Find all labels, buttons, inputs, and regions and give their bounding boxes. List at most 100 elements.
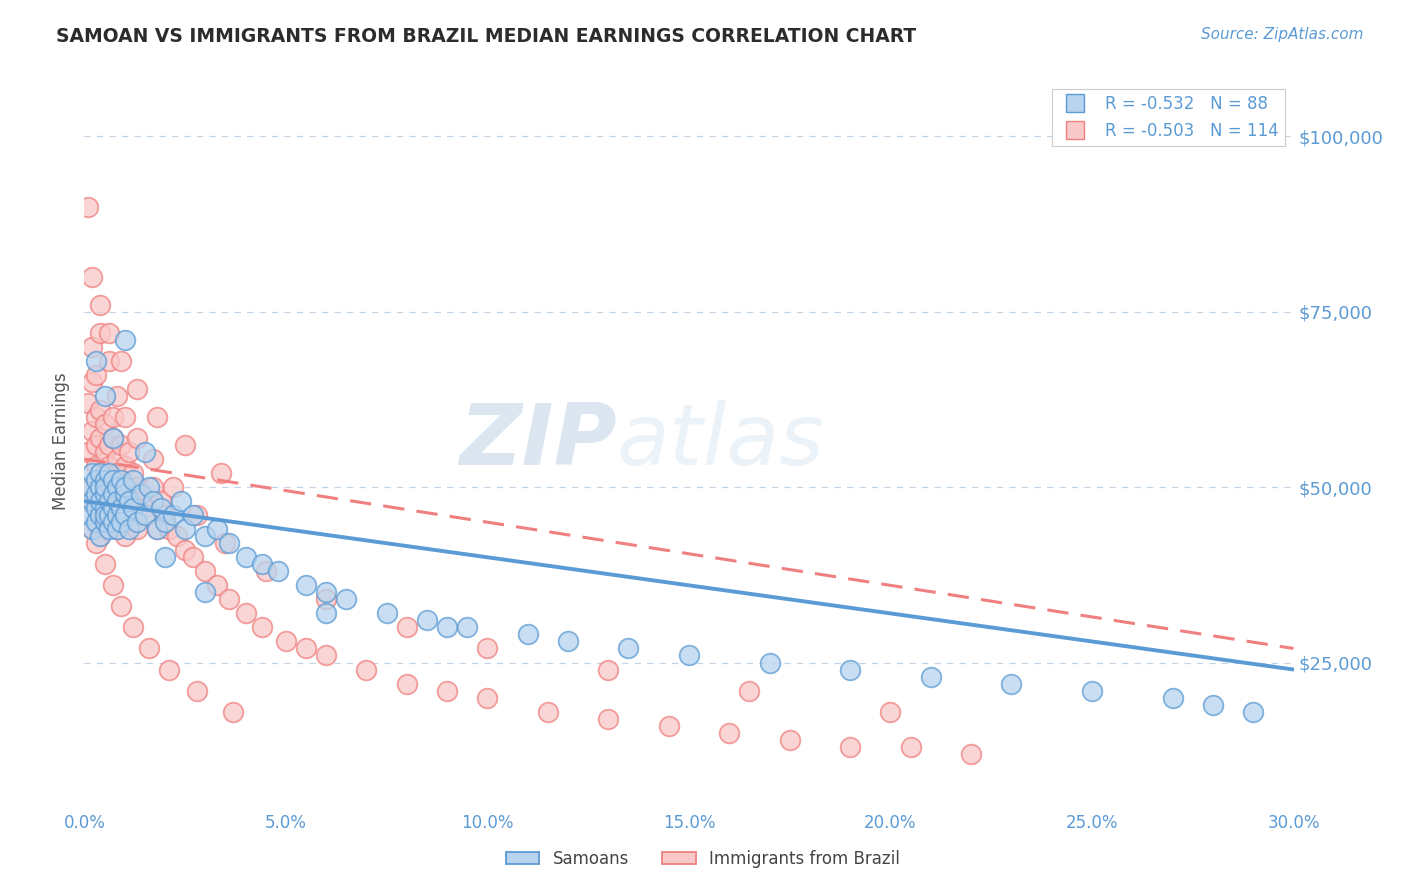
Point <box>125 480 148 494</box>
Point <box>537 705 560 719</box>
Point <box>157 522 180 536</box>
Point <box>86 501 108 516</box>
Point <box>274 634 297 648</box>
Point <box>97 326 120 340</box>
Point <box>89 508 111 523</box>
Point <box>235 607 257 621</box>
Point <box>93 480 115 494</box>
Point <box>89 480 111 494</box>
Point <box>1081 683 1104 698</box>
Point <box>110 515 132 529</box>
Point <box>97 438 120 452</box>
Point <box>960 747 983 761</box>
Point <box>900 739 922 754</box>
Point <box>105 452 128 467</box>
Point <box>82 340 104 354</box>
Point <box>839 739 862 754</box>
Point <box>89 529 111 543</box>
Point <box>89 494 111 508</box>
Point <box>335 592 357 607</box>
Point <box>93 389 115 403</box>
Point <box>97 508 120 523</box>
Point <box>738 683 761 698</box>
Point <box>356 663 378 677</box>
Point <box>97 354 120 368</box>
Point <box>121 620 143 634</box>
Point <box>181 550 204 565</box>
Point <box>267 564 290 578</box>
Point <box>375 607 398 621</box>
Point <box>125 522 148 536</box>
Point <box>1202 698 1225 712</box>
Point <box>121 501 143 516</box>
Point <box>93 508 115 523</box>
Point <box>105 508 128 523</box>
Point <box>93 480 115 494</box>
Point <box>101 431 124 445</box>
Point <box>114 487 136 501</box>
Point <box>153 515 176 529</box>
Point <box>101 487 124 501</box>
Point <box>181 508 204 523</box>
Point <box>93 487 115 501</box>
Point <box>118 487 141 501</box>
Point <box>97 494 120 508</box>
Point <box>93 558 115 572</box>
Point <box>86 438 108 452</box>
Point <box>315 607 337 621</box>
Point <box>315 585 337 599</box>
Point <box>101 501 124 516</box>
Point <box>162 508 184 523</box>
Point <box>105 522 128 536</box>
Point <box>598 663 620 677</box>
Point <box>77 200 100 214</box>
Point <box>617 641 640 656</box>
Point <box>194 585 217 599</box>
Point <box>97 515 120 529</box>
Point <box>456 620 478 634</box>
Point <box>97 459 120 474</box>
Point <box>194 529 217 543</box>
Point <box>110 515 132 529</box>
Point <box>134 501 156 516</box>
Point <box>101 431 124 445</box>
Point <box>218 536 240 550</box>
Point <box>82 375 104 389</box>
Point <box>186 683 208 698</box>
Point <box>146 522 169 536</box>
Point <box>1161 690 1184 705</box>
Point <box>170 494 193 508</box>
Point <box>82 466 104 480</box>
Legend: R = -0.532   N = 88, R = -0.503   N = 114: R = -0.532 N = 88, R = -0.503 N = 114 <box>1052 88 1285 146</box>
Point <box>436 683 458 698</box>
Point <box>295 641 318 656</box>
Point <box>920 669 942 683</box>
Point <box>93 473 115 487</box>
Point <box>114 333 136 347</box>
Point <box>93 466 115 480</box>
Point <box>105 389 128 403</box>
Point <box>436 620 458 634</box>
Point <box>295 578 318 592</box>
Point <box>89 298 111 312</box>
Point <box>134 445 156 459</box>
Point <box>105 480 128 494</box>
Point <box>118 494 141 508</box>
Point <box>162 480 184 494</box>
Point <box>315 648 337 663</box>
Point <box>250 558 273 572</box>
Point <box>93 417 115 431</box>
Point <box>477 690 499 705</box>
Point <box>101 480 124 494</box>
Point <box>598 712 620 726</box>
Point <box>174 438 197 452</box>
Point <box>93 515 115 529</box>
Point <box>134 508 156 523</box>
Point <box>758 656 780 670</box>
Point <box>82 480 104 494</box>
Point <box>557 634 579 648</box>
Point <box>142 494 165 508</box>
Point <box>97 522 120 536</box>
Point <box>516 627 538 641</box>
Point <box>110 354 132 368</box>
